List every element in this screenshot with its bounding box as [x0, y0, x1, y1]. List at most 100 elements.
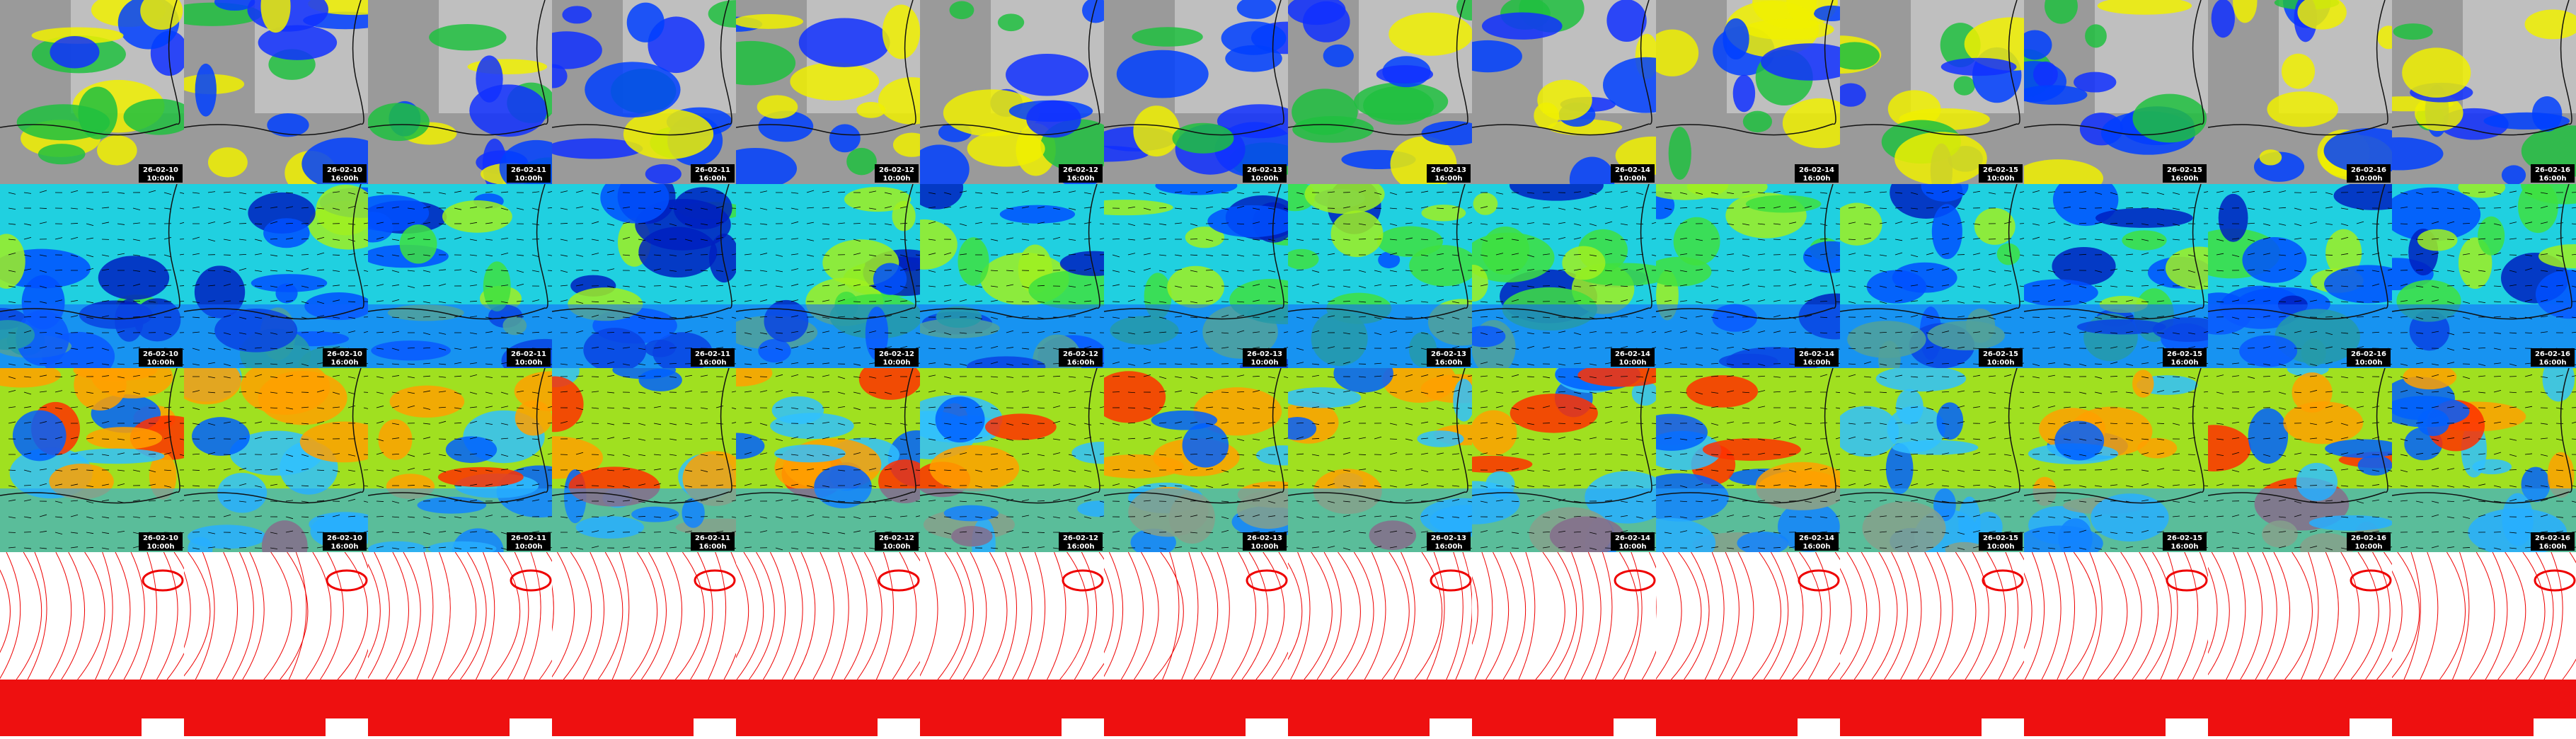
field-blob: [2095, 208, 2193, 228]
field-blob: [98, 256, 169, 299]
wind-arrow: [560, 223, 568, 224]
wind-arrow: [2064, 192, 2071, 193]
wind-arrow: [2494, 376, 2501, 377]
wind-arrow: [760, 363, 767, 364]
field-blob: [2219, 194, 2248, 242]
field-blob: [367, 103, 429, 141]
field-blob: [799, 18, 890, 67]
wind-arrow: [208, 270, 215, 271]
field-blob: [1743, 111, 1772, 132]
date-label: 26-02-12: [1063, 350, 1098, 358]
field-blob: [829, 124, 861, 152]
field-blob: [1132, 27, 1202, 47]
date-label: 26-02-16: [2535, 166, 2570, 174]
field-blob: [950, 1, 974, 19]
field-blob: [790, 62, 879, 101]
wind-arrow: [1343, 301, 1350, 302]
date-label: 26-02-12: [879, 534, 914, 542]
wind-arrow: [1452, 192, 1459, 193]
time-label: 10:00h: [147, 175, 175, 183]
wind-arrow: [1574, 254, 1581, 255]
wind-arrow: [2325, 255, 2333, 256]
field-blob: [2402, 47, 2471, 97]
field-blob: [1534, 103, 1559, 129]
field-blob: [1896, 389, 1924, 425]
wind-arrow: [408, 547, 415, 548]
wind-arrow: [2509, 348, 2517, 349]
field-blob: [97, 135, 137, 165]
field-blob: [1562, 246, 1605, 280]
date-label: 26-02-14: [1799, 534, 1834, 542]
field-blob: [2074, 72, 2116, 93]
wind-arrow: [301, 376, 309, 377]
time-label: 10:00h: [883, 175, 911, 183]
field-blob: [1744, 19, 1834, 40]
field-blob: [69, 449, 165, 464]
field-blob: [958, 237, 989, 285]
wind-arrow: [1037, 500, 1045, 501]
field-blob: [856, 102, 885, 118]
wind-arrow: [454, 439, 461, 440]
field-blob: [1470, 410, 1517, 455]
field-blob: [627, 3, 665, 42]
time-label: 16:00h: [2539, 175, 2567, 183]
field-blob: [936, 396, 985, 442]
date-label: 26-02-16: [2351, 166, 2386, 174]
field-blob: [1941, 58, 2017, 76]
field-blob: [985, 413, 1057, 440]
field-blob: [267, 113, 309, 137]
wind-arrow: [392, 532, 399, 533]
wind-arrow: [1758, 207, 1765, 208]
wind-arrow: [408, 485, 415, 486]
field-blob: [86, 427, 162, 449]
date-label: 26-02-15: [2167, 350, 2202, 358]
field-blob: [2017, 279, 2098, 306]
field-blob: [998, 13, 1024, 31]
time-label: 16:00h: [1067, 359, 1095, 367]
date-label: 26-02-15: [1983, 166, 2018, 174]
wind-arrow: [1973, 470, 1980, 471]
date-label: 26-02-16: [2351, 534, 2386, 542]
field-blob: [1746, 195, 1821, 213]
field-blob: [195, 64, 217, 117]
field-blob: [400, 224, 437, 263]
wind-arrow: [301, 254, 309, 255]
field-blob: [882, 5, 920, 59]
field-blob: [2212, 0, 2235, 38]
wind-arrow: [1621, 470, 1628, 471]
time-label: 16:00h: [1067, 175, 1095, 183]
date-label: 26-02-10: [327, 350, 362, 358]
field-blob: [1167, 266, 1224, 309]
field-blob: [967, 131, 1045, 167]
date-label: 26-02-12: [879, 350, 914, 358]
date-label: 26-02-15: [2167, 534, 2202, 542]
field-blob: [2417, 229, 2458, 251]
field-blob: [2260, 149, 2282, 165]
wind-arrow: [960, 239, 967, 240]
field-blob: [774, 445, 846, 462]
date-label: 26-02-15: [1983, 534, 2018, 542]
field-blob: [1026, 101, 1081, 138]
field-blob: [1207, 205, 1296, 237]
time-label: 16:00h: [331, 543, 359, 551]
date-label: 26-02-13: [1247, 166, 1282, 174]
date-label: 26-02-13: [1431, 350, 1466, 358]
date-label: 26-02-11: [695, 166, 730, 174]
field-blob: [1000, 205, 1075, 224]
